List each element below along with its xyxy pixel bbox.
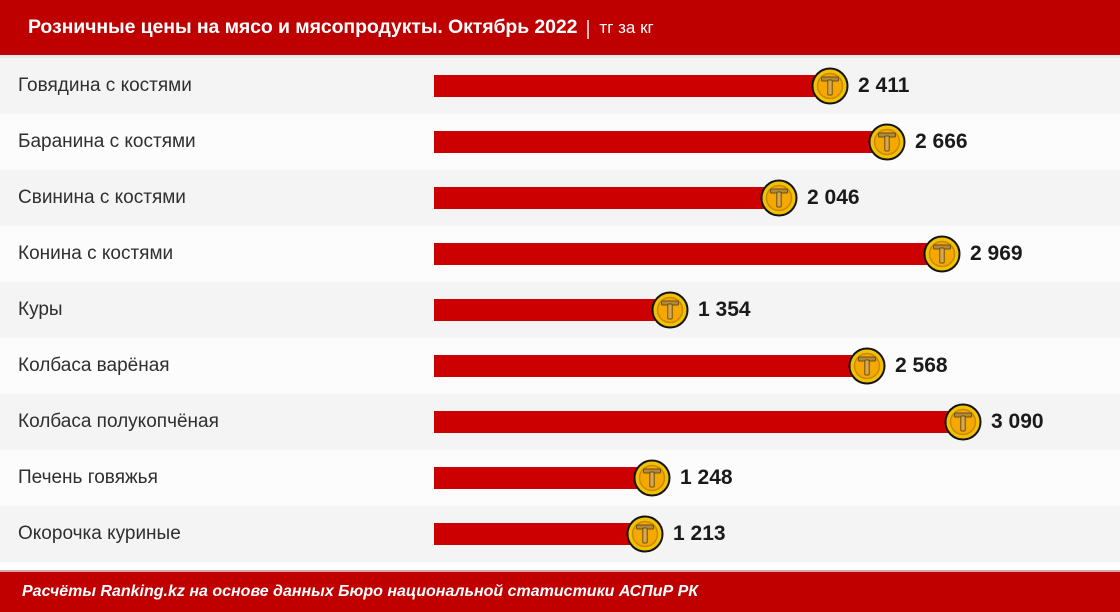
tenge-coin-icon — [651, 291, 689, 329]
category-label: Конина с костями — [18, 243, 174, 264]
tenge-coin-icon — [811, 67, 849, 105]
value-label: 2 046 — [807, 186, 860, 209]
chart-row: Конина с костями 2 969 — [0, 226, 1120, 282]
bar — [434, 355, 867, 377]
value-label: 2 666 — [915, 130, 968, 153]
category-label: Печень говяжья — [18, 467, 158, 488]
tenge-coin-icon — [626, 515, 664, 553]
tenge-coin-icon — [848, 347, 886, 385]
bar-track: 2 046 — [434, 170, 1120, 226]
category-label: Куры — [18, 299, 63, 320]
bar-track: 3 090 — [434, 394, 1120, 450]
bar-track: 1 213 — [434, 506, 1120, 562]
category-label: Баранина с костями — [18, 131, 196, 152]
tenge-coin-icon — [923, 235, 961, 273]
header-separator — [587, 19, 590, 39]
category-label: Свинина с костями — [18, 187, 186, 208]
chart-row: Куры 1 354 — [0, 282, 1120, 338]
value-label: 1 248 — [680, 466, 733, 489]
chart-row: Окорочка куриные 1 213 — [0, 506, 1120, 562]
footer-overline-divider — [0, 570, 1120, 572]
category-label: Колбаса варёная — [18, 355, 170, 376]
bar — [434, 411, 963, 433]
chart-row: Колбаса варёная 2 568 — [0, 338, 1120, 394]
bar-track: 2 666 — [434, 114, 1120, 170]
header-underline-divider — [0, 55, 1120, 58]
bar-track: 1 354 — [434, 282, 1120, 338]
page-title: Розничные цены на мясо и мясопродукты. О… — [28, 16, 578, 38]
tenge-coin-icon — [868, 123, 906, 161]
category-label: Окорочка куриные — [18, 523, 181, 544]
tenge-coin-icon — [633, 459, 671, 497]
bar — [434, 131, 887, 153]
header-unit-label: тг за кг — [599, 17, 654, 37]
header-band: Розничные цены на мясо и мясопродукты. О… — [0, 0, 1120, 55]
category-label: Говядина с костями — [18, 75, 192, 96]
bar-track: 2 969 — [434, 226, 1120, 282]
category-label: Колбаса полукопчёная — [18, 411, 219, 432]
footer-band: Расчёты Ranking.kz на основе данных Бюро… — [0, 572, 1120, 612]
bar-track: 1 248 — [434, 450, 1120, 506]
value-label: 1 213 — [673, 522, 726, 545]
value-label: 3 090 — [991, 410, 1044, 433]
chart-row: Колбаса полукопчёная 3 090 — [0, 394, 1120, 450]
bar — [434, 467, 652, 489]
chart-row: Говядина с костями 2 411 — [0, 58, 1120, 114]
bar — [434, 523, 645, 545]
source-note: Расчёты Ranking.kz на основе данных Бюро… — [22, 583, 699, 600]
value-label: 2 568 — [895, 354, 948, 377]
bar — [434, 187, 779, 209]
tenge-coin-icon — [760, 179, 798, 217]
bar-chart: Говядина с костями 2 411 Баранина с кост… — [0, 58, 1120, 570]
bar — [434, 243, 942, 265]
chart-row: Печень говяжья 1 248 — [0, 450, 1120, 506]
bar — [434, 75, 830, 97]
bar — [434, 299, 670, 321]
chart-row: Баранина с костями 2 666 — [0, 114, 1120, 170]
bar-track: 2 411 — [434, 58, 1120, 114]
bar-track: 2 568 — [434, 338, 1120, 394]
tenge-coin-icon — [944, 403, 982, 441]
value-label: 2 969 — [970, 242, 1023, 265]
chart-row: Свинина с костями 2 046 — [0, 170, 1120, 226]
value-label: 2 411 — [858, 74, 910, 97]
value-label: 1 354 — [698, 298, 751, 321]
